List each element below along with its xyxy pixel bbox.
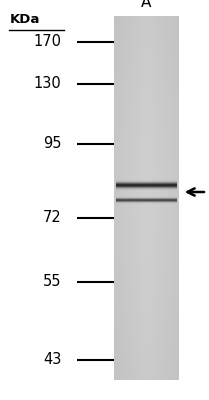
Text: 43: 43 [43,352,62,368]
Text: A: A [141,0,152,10]
Text: 95: 95 [43,136,62,152]
Text: KDa: KDa [9,13,40,26]
Text: 55: 55 [43,274,62,290]
Text: 130: 130 [34,76,62,92]
Text: 170: 170 [34,34,62,50]
Text: 72: 72 [43,210,62,226]
